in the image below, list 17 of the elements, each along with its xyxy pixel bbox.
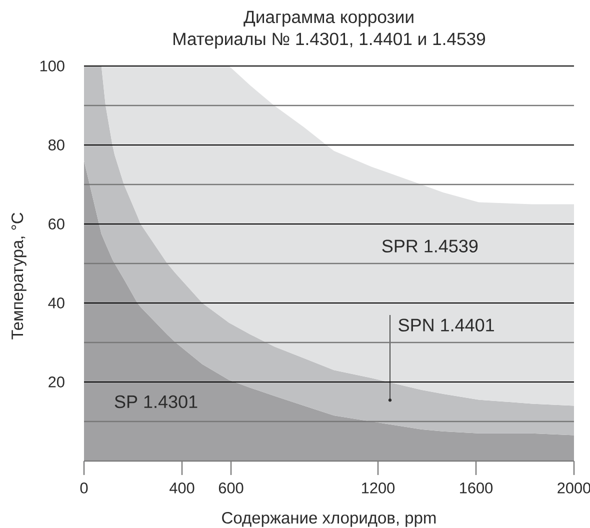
x-axis-title: Содержание хлоридов, ppm [222,512,436,527]
y-axis-title: Температура, °C [11,212,26,340]
series-label: SPR 1.4539 [382,240,478,252]
x-tick-label: 400 [170,482,194,494]
x-tick-label: 1600 [460,482,493,494]
chart-subtitle: Материалы № 1.4301, 1.4401 и 1.4539 [174,32,486,49]
y-tick-label: 100 [40,60,64,72]
x-tick-label: 1200 [362,482,395,494]
chart-title: Диаграмма коррозии [244,10,414,27]
series-label: SP 1.4301 [114,395,198,408]
x-tick-label: 600 [218,482,244,494]
text: SPN 1.4401 [398,318,494,332]
x-tick-label: 0 [80,482,88,494]
y-tick-label: 20 [48,376,64,388]
y-tick-label: 80 [48,140,64,150]
y-tick-label: 40 [48,298,64,308]
y-tick-label: 60 [48,218,64,230]
